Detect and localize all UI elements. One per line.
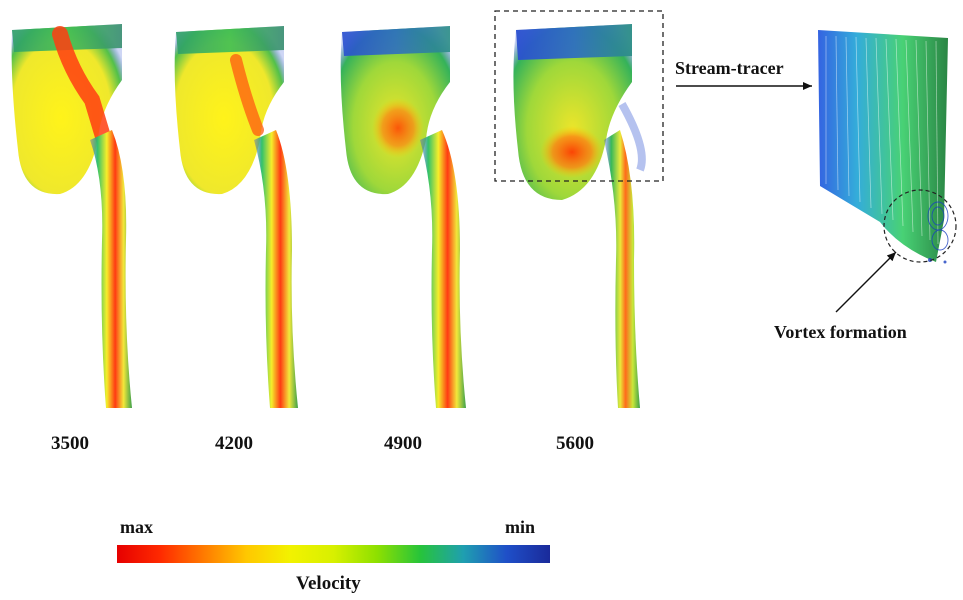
stream-tracer-label: Stream-tracer (675, 58, 784, 78)
scale-min-label: min (505, 517, 536, 537)
sample-4200-plot (174, 26, 298, 408)
vortex-arrow (835, 251, 897, 313)
sample-label-3500: 3500 (51, 433, 89, 454)
sample-label-4900: 4900 (384, 433, 422, 454)
velocity-scale-title: Velocity (296, 573, 361, 594)
vortex-circle (883, 189, 957, 263)
vortex-formation-label: Vortex formation (774, 322, 907, 342)
velocity-colorbar (117, 545, 550, 563)
zoom-region-box (494, 10, 664, 182)
scale-max-label: max (120, 517, 153, 537)
sample-5600-plot (513, 24, 646, 408)
sample-3500-plot (11, 24, 132, 408)
sample-label-4200: 4200 (215, 433, 253, 454)
sample-label-5600: 5600 (556, 433, 594, 454)
stream-tracer-panel (818, 30, 949, 264)
sample-4900-plot (340, 26, 466, 408)
